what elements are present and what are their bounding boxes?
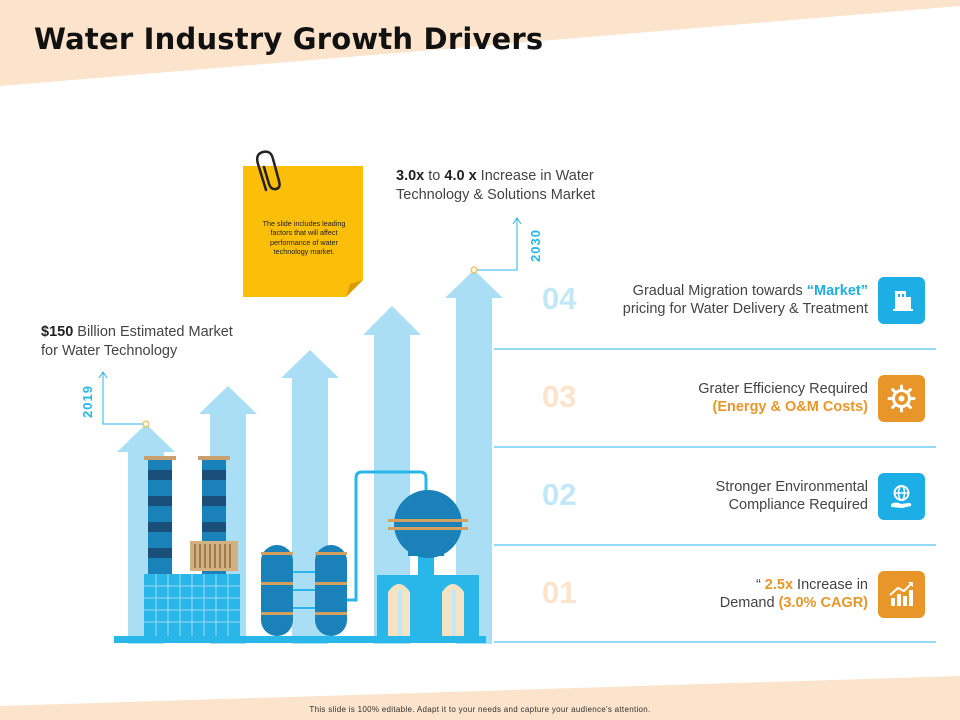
paperclip-icon [255, 150, 281, 192]
gear-icon [887, 384, 916, 413]
year-label-2019: 2019 [80, 385, 95, 418]
arrow-5 [445, 270, 503, 644]
arrow-4 [363, 306, 421, 644]
sticky-note [243, 166, 363, 297]
driver-number: 03 [542, 379, 577, 414]
driver-description: Gradual Migration towards “Market” prici… [622, 283, 868, 317]
growth-chart-icon [889, 582, 913, 606]
driver-icon-box [878, 277, 925, 324]
factory-illustration [114, 456, 486, 643]
year-label-2030: 2030 [528, 229, 543, 262]
driver-icon-box [878, 571, 925, 618]
driver-icon-box [878, 375, 925, 422]
page-title: Water Industry Growth Drivers [34, 22, 544, 56]
building-icon [893, 291, 913, 311]
globe-hand-icon [891, 485, 912, 508]
driver-icon-box [878, 473, 925, 520]
driver-number: 01 [542, 575, 577, 610]
annotation-2019: $150 Billion Estimated Market for Water … [41, 324, 233, 359]
driver-description: “ 2.5x Increase in Demand (3.0% CAGR) [719, 577, 868, 611]
driver-description: Stronger Environmental Compliance Requir… [715, 479, 868, 513]
sticky-note-text: The slide includes leading factors that … [262, 219, 346, 257]
driver-description: Grater Efficiency Required (Energy & O&M… [698, 381, 868, 415]
footer-text: This slide is 100% editable. Adapt it to… [309, 705, 651, 714]
driver-number: 04 [542, 281, 577, 316]
driver-number: 02 [542, 477, 577, 512]
annotation-2030: 3.0x to 4.0 x Increase in Water Technolo… [396, 168, 596, 203]
